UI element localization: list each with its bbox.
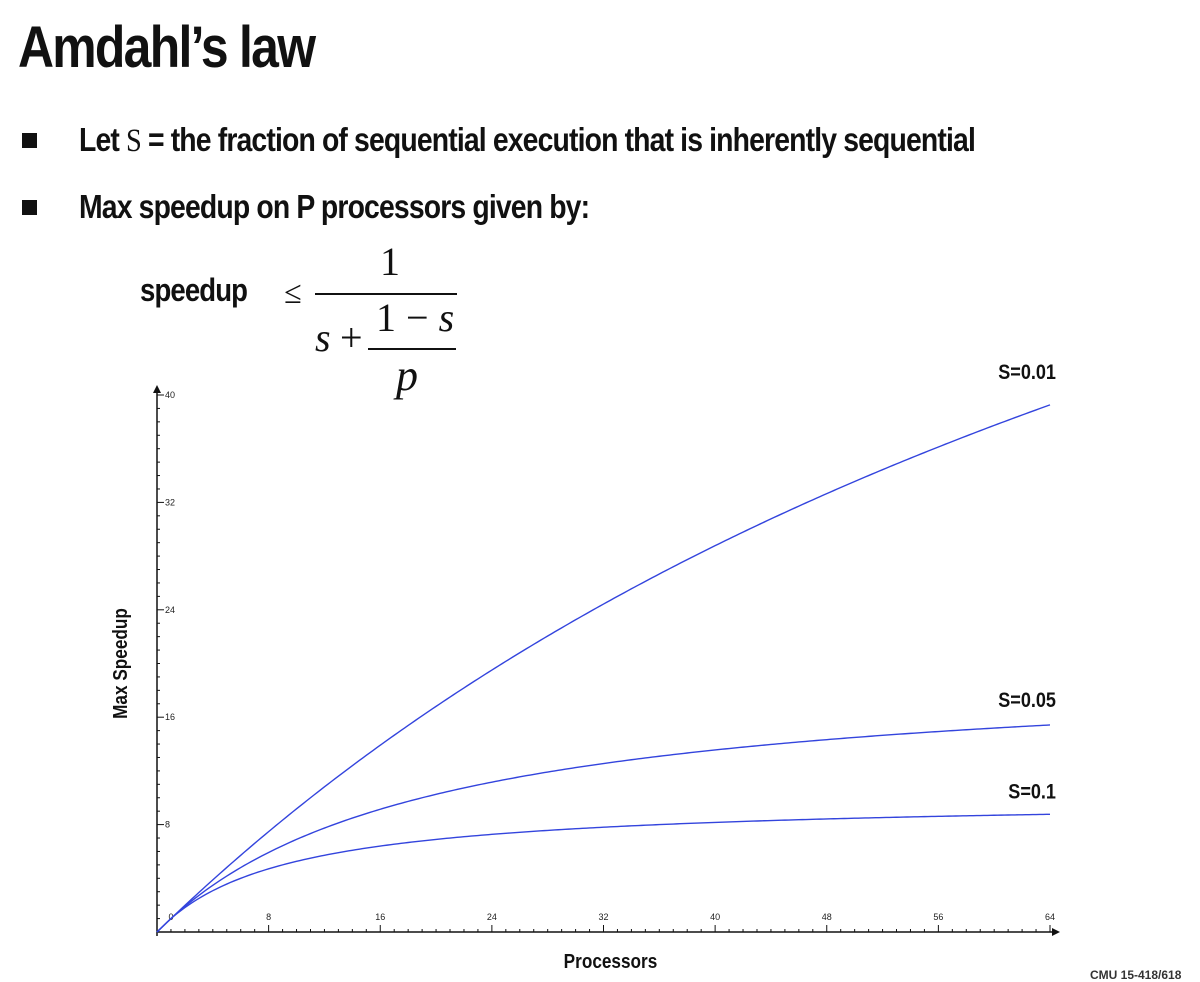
y-tick-label: 8 xyxy=(165,820,170,830)
x-tick-label: 8 xyxy=(266,912,271,922)
bullet-square-icon xyxy=(22,133,37,148)
y-tick-label: 24 xyxy=(165,605,175,615)
x-tick-label: 0 xyxy=(168,912,173,922)
amdahl-formula: speedup ≤ 1 s + 1 − s p xyxy=(140,239,480,402)
x-tick-label: 64 xyxy=(1045,912,1055,922)
bullet-suffix: = the fraction of sequential execution t… xyxy=(140,121,976,158)
formula-inner-minus: − xyxy=(396,295,439,340)
y-axis-arrow-icon xyxy=(153,385,161,393)
bullet-square-icon xyxy=(22,199,37,215)
footer-course-label: CMU 15-418/618 xyxy=(1090,968,1182,982)
formula-inner-one: 1 xyxy=(376,295,396,340)
formula-plus: + xyxy=(340,315,363,360)
formula-relation: ≤ xyxy=(284,274,302,310)
formula-inner-numerator: 1 − s xyxy=(376,294,454,341)
x-axis-label: Processors xyxy=(564,950,658,973)
y-tick-label: 40 xyxy=(165,390,175,400)
series-label: S=0.01 xyxy=(998,361,1056,385)
bullet-definition: Let S = the fraction of sequential execu… xyxy=(22,121,1121,160)
x-tick-label: 24 xyxy=(487,912,497,922)
slide-title: Amdahl’s law xyxy=(18,15,316,80)
formula-inner-s: s xyxy=(438,295,455,340)
x-tick-label: 48 xyxy=(822,912,832,922)
formula-numerator: 1 xyxy=(380,239,400,284)
bullet-symbol: S xyxy=(126,123,142,159)
formula-main-fraction-bar xyxy=(315,293,457,295)
x-axis-arrow-icon xyxy=(1052,928,1060,936)
series-label: S=0.1 xyxy=(1008,780,1056,804)
bullet-max-speedup: Max speedup on P processors given by: xyxy=(22,188,672,226)
bullet-prefix: Let xyxy=(79,121,127,158)
formula-inner-fraction-bar xyxy=(368,348,456,350)
x-tick-label: 56 xyxy=(933,912,943,922)
series-line xyxy=(156,813,1051,933)
y-tick-label: 16 xyxy=(165,712,175,722)
formula-lhs: speedup xyxy=(140,272,248,308)
x-tick-label: 16 xyxy=(375,912,385,922)
series-label: S=0.05 xyxy=(998,689,1056,713)
formula-inner-denominator: p xyxy=(396,351,418,400)
bullet-text: Max speedup on P processors given by: xyxy=(79,188,590,225)
y-tick-label: 32 xyxy=(165,497,175,507)
series-line xyxy=(156,724,1051,933)
formula-s: s xyxy=(315,315,331,360)
y-axis-label: Max Speedup xyxy=(109,608,132,719)
bullet-text: Let S = the fraction of sequential execu… xyxy=(79,121,976,160)
x-tick-label: 40 xyxy=(710,912,720,922)
series-line xyxy=(156,404,1051,933)
x-tick-label: 32 xyxy=(598,912,608,922)
